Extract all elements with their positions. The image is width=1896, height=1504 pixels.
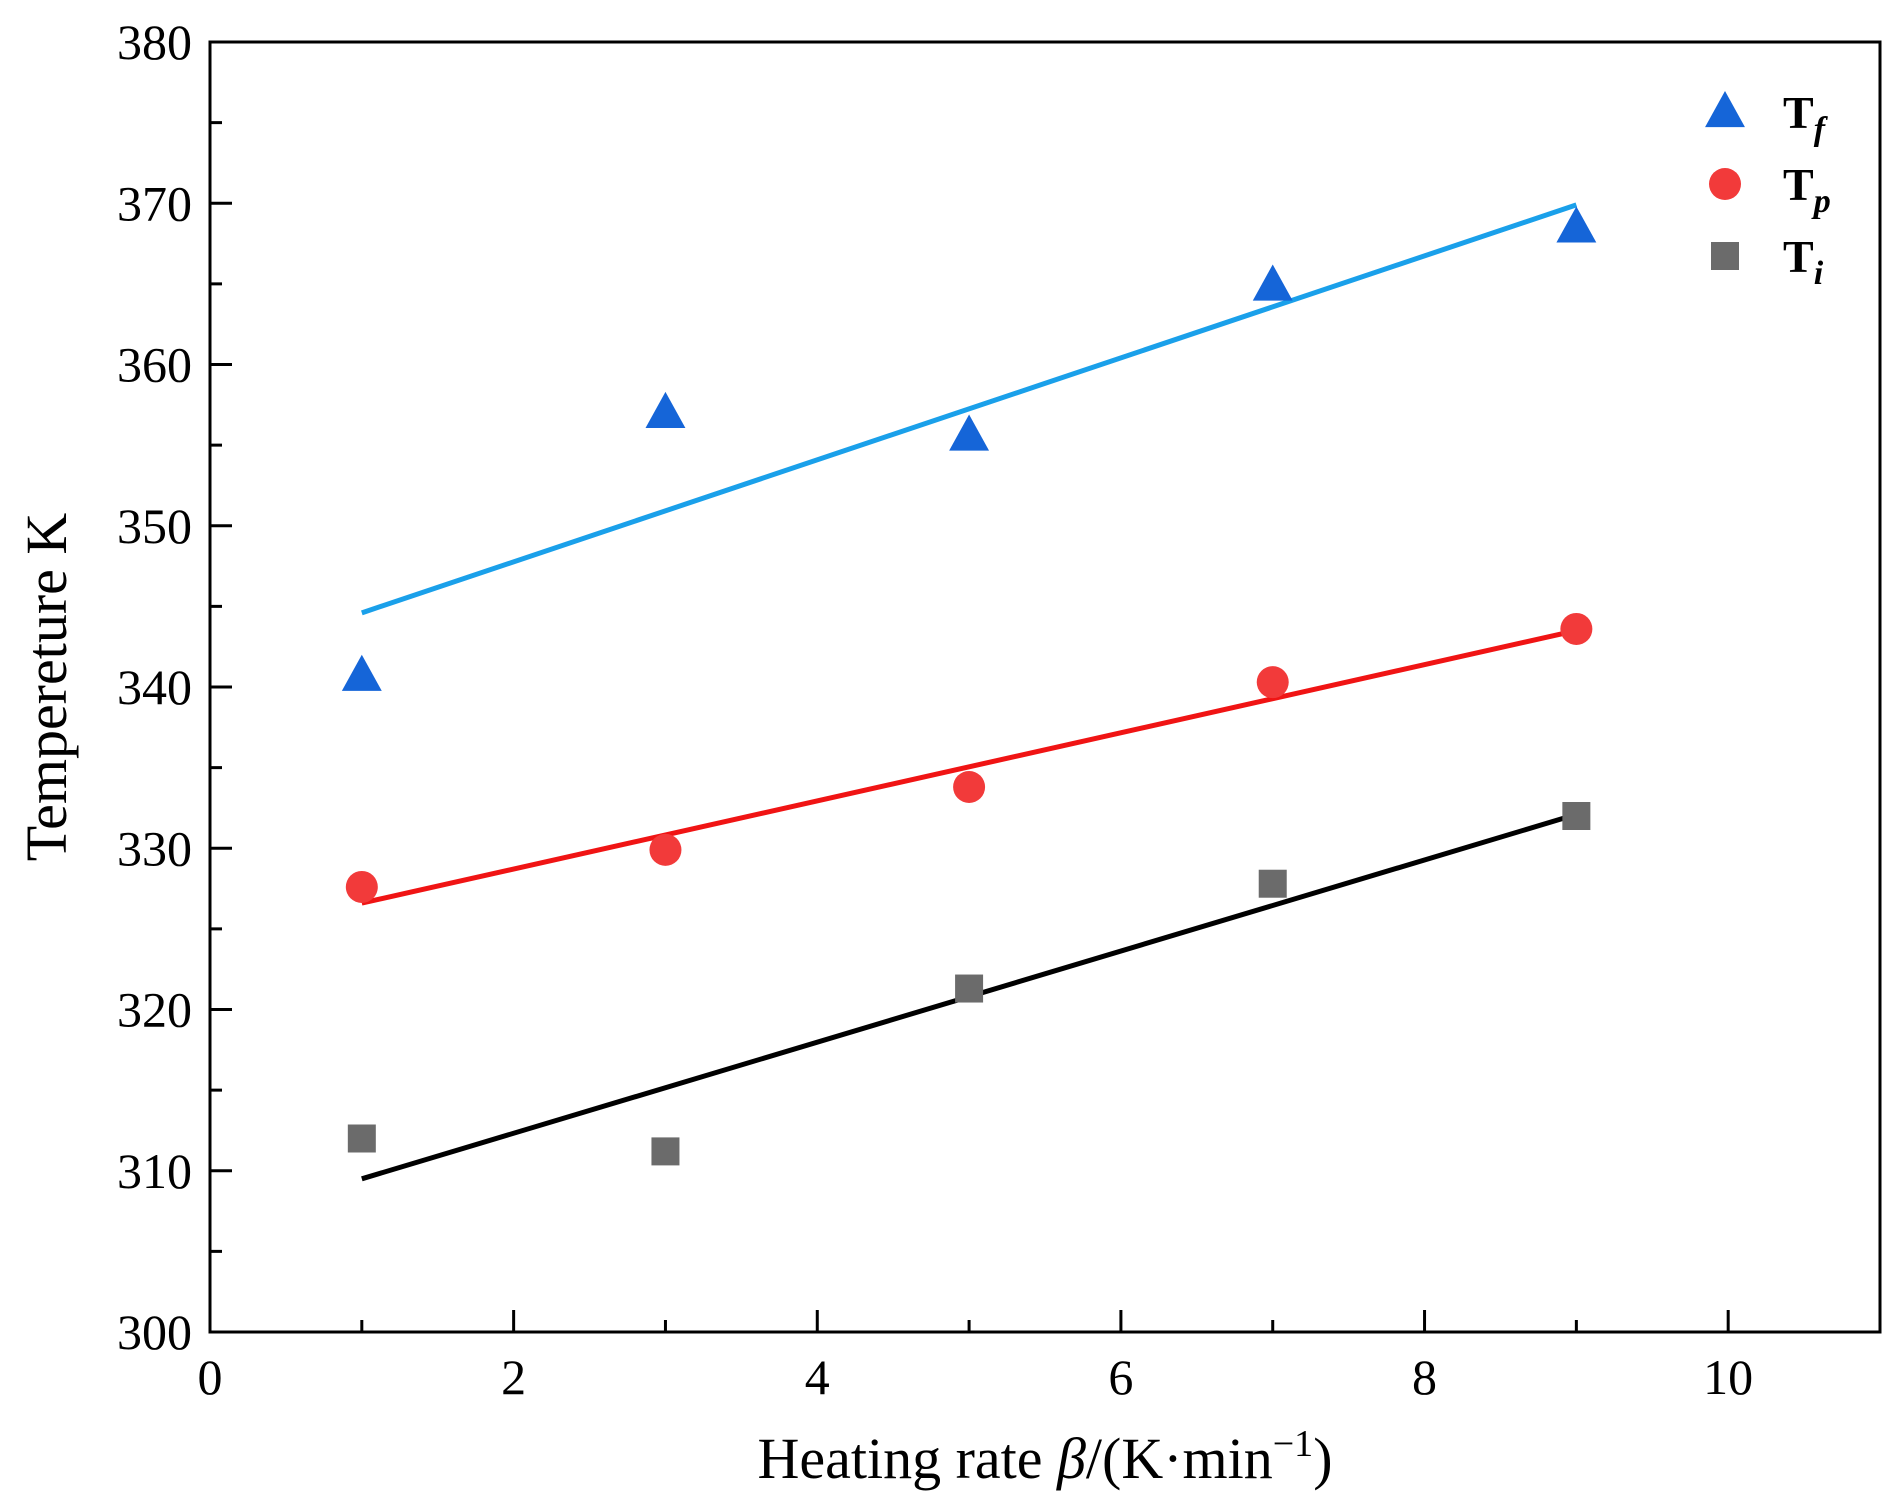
- point-i: [651, 1137, 680, 1166]
- y-tick-label: 330: [117, 820, 192, 876]
- x-tick-label: 2: [501, 1349, 526, 1405]
- y-tick-label: 370: [117, 175, 192, 231]
- axis-ticks: [208, 40, 1882, 1334]
- point-f: [341, 654, 382, 691]
- point-i: [347, 1124, 376, 1153]
- legend-marker-i: [1711, 242, 1739, 270]
- y-tick-label: 320: [117, 982, 192, 1038]
- legend-label-p: Tp: [1783, 159, 1831, 220]
- y-axis-label: Tempereture K: [14, 513, 79, 862]
- legend-label-f: Tf: [1783, 87, 1829, 148]
- x-tick-label: 6: [1108, 1349, 1133, 1405]
- fit-lines: [361, 202, 1578, 1182]
- y-tick-label: 350: [117, 498, 192, 554]
- x-tick-label: 10: [1703, 1349, 1753, 1405]
- point-i: [955, 974, 984, 1003]
- plot-frame: [208, 40, 1882, 1334]
- y-tick-label: 310: [117, 1143, 192, 1199]
- point-f: [1556, 206, 1597, 243]
- legend-marker-p: [1709, 168, 1741, 200]
- point-p: [345, 870, 378, 903]
- point-i: [1258, 869, 1287, 898]
- x-tick-label: 8: [1412, 1349, 1437, 1405]
- legend: Tf Tp Ti: [1705, 87, 1831, 292]
- x-tick-label: 0: [198, 1349, 223, 1405]
- x-tick-label: 4: [805, 1349, 830, 1405]
- fit-line-f: [361, 202, 1578, 616]
- fit-line-p: [361, 628, 1577, 906]
- legend-marker-f: [1705, 91, 1745, 128]
- point-p: [1256, 666, 1289, 699]
- point-i: [1562, 802, 1591, 830]
- x-axis-label: Heating rate β/(K·min−1): [757, 1423, 1332, 1491]
- y-tick-label: 380: [117, 14, 192, 70]
- point-p: [1560, 612, 1593, 645]
- tick-labels: 0 2 4 6 8 10 300 310 320 330 340 350 360 370 380: [117, 14, 1753, 1405]
- y-tick-label: 360: [117, 337, 192, 393]
- legend-label-i: Ti: [1783, 231, 1824, 292]
- y-tick-label: 300: [117, 1304, 192, 1360]
- point-f: [1252, 264, 1293, 301]
- point-f: [949, 414, 990, 451]
- data-points: [341, 206, 1597, 1166]
- point-p: [649, 833, 682, 866]
- point-p: [953, 770, 986, 803]
- point-f: [645, 391, 686, 428]
- y-tick-label: 340: [117, 659, 192, 715]
